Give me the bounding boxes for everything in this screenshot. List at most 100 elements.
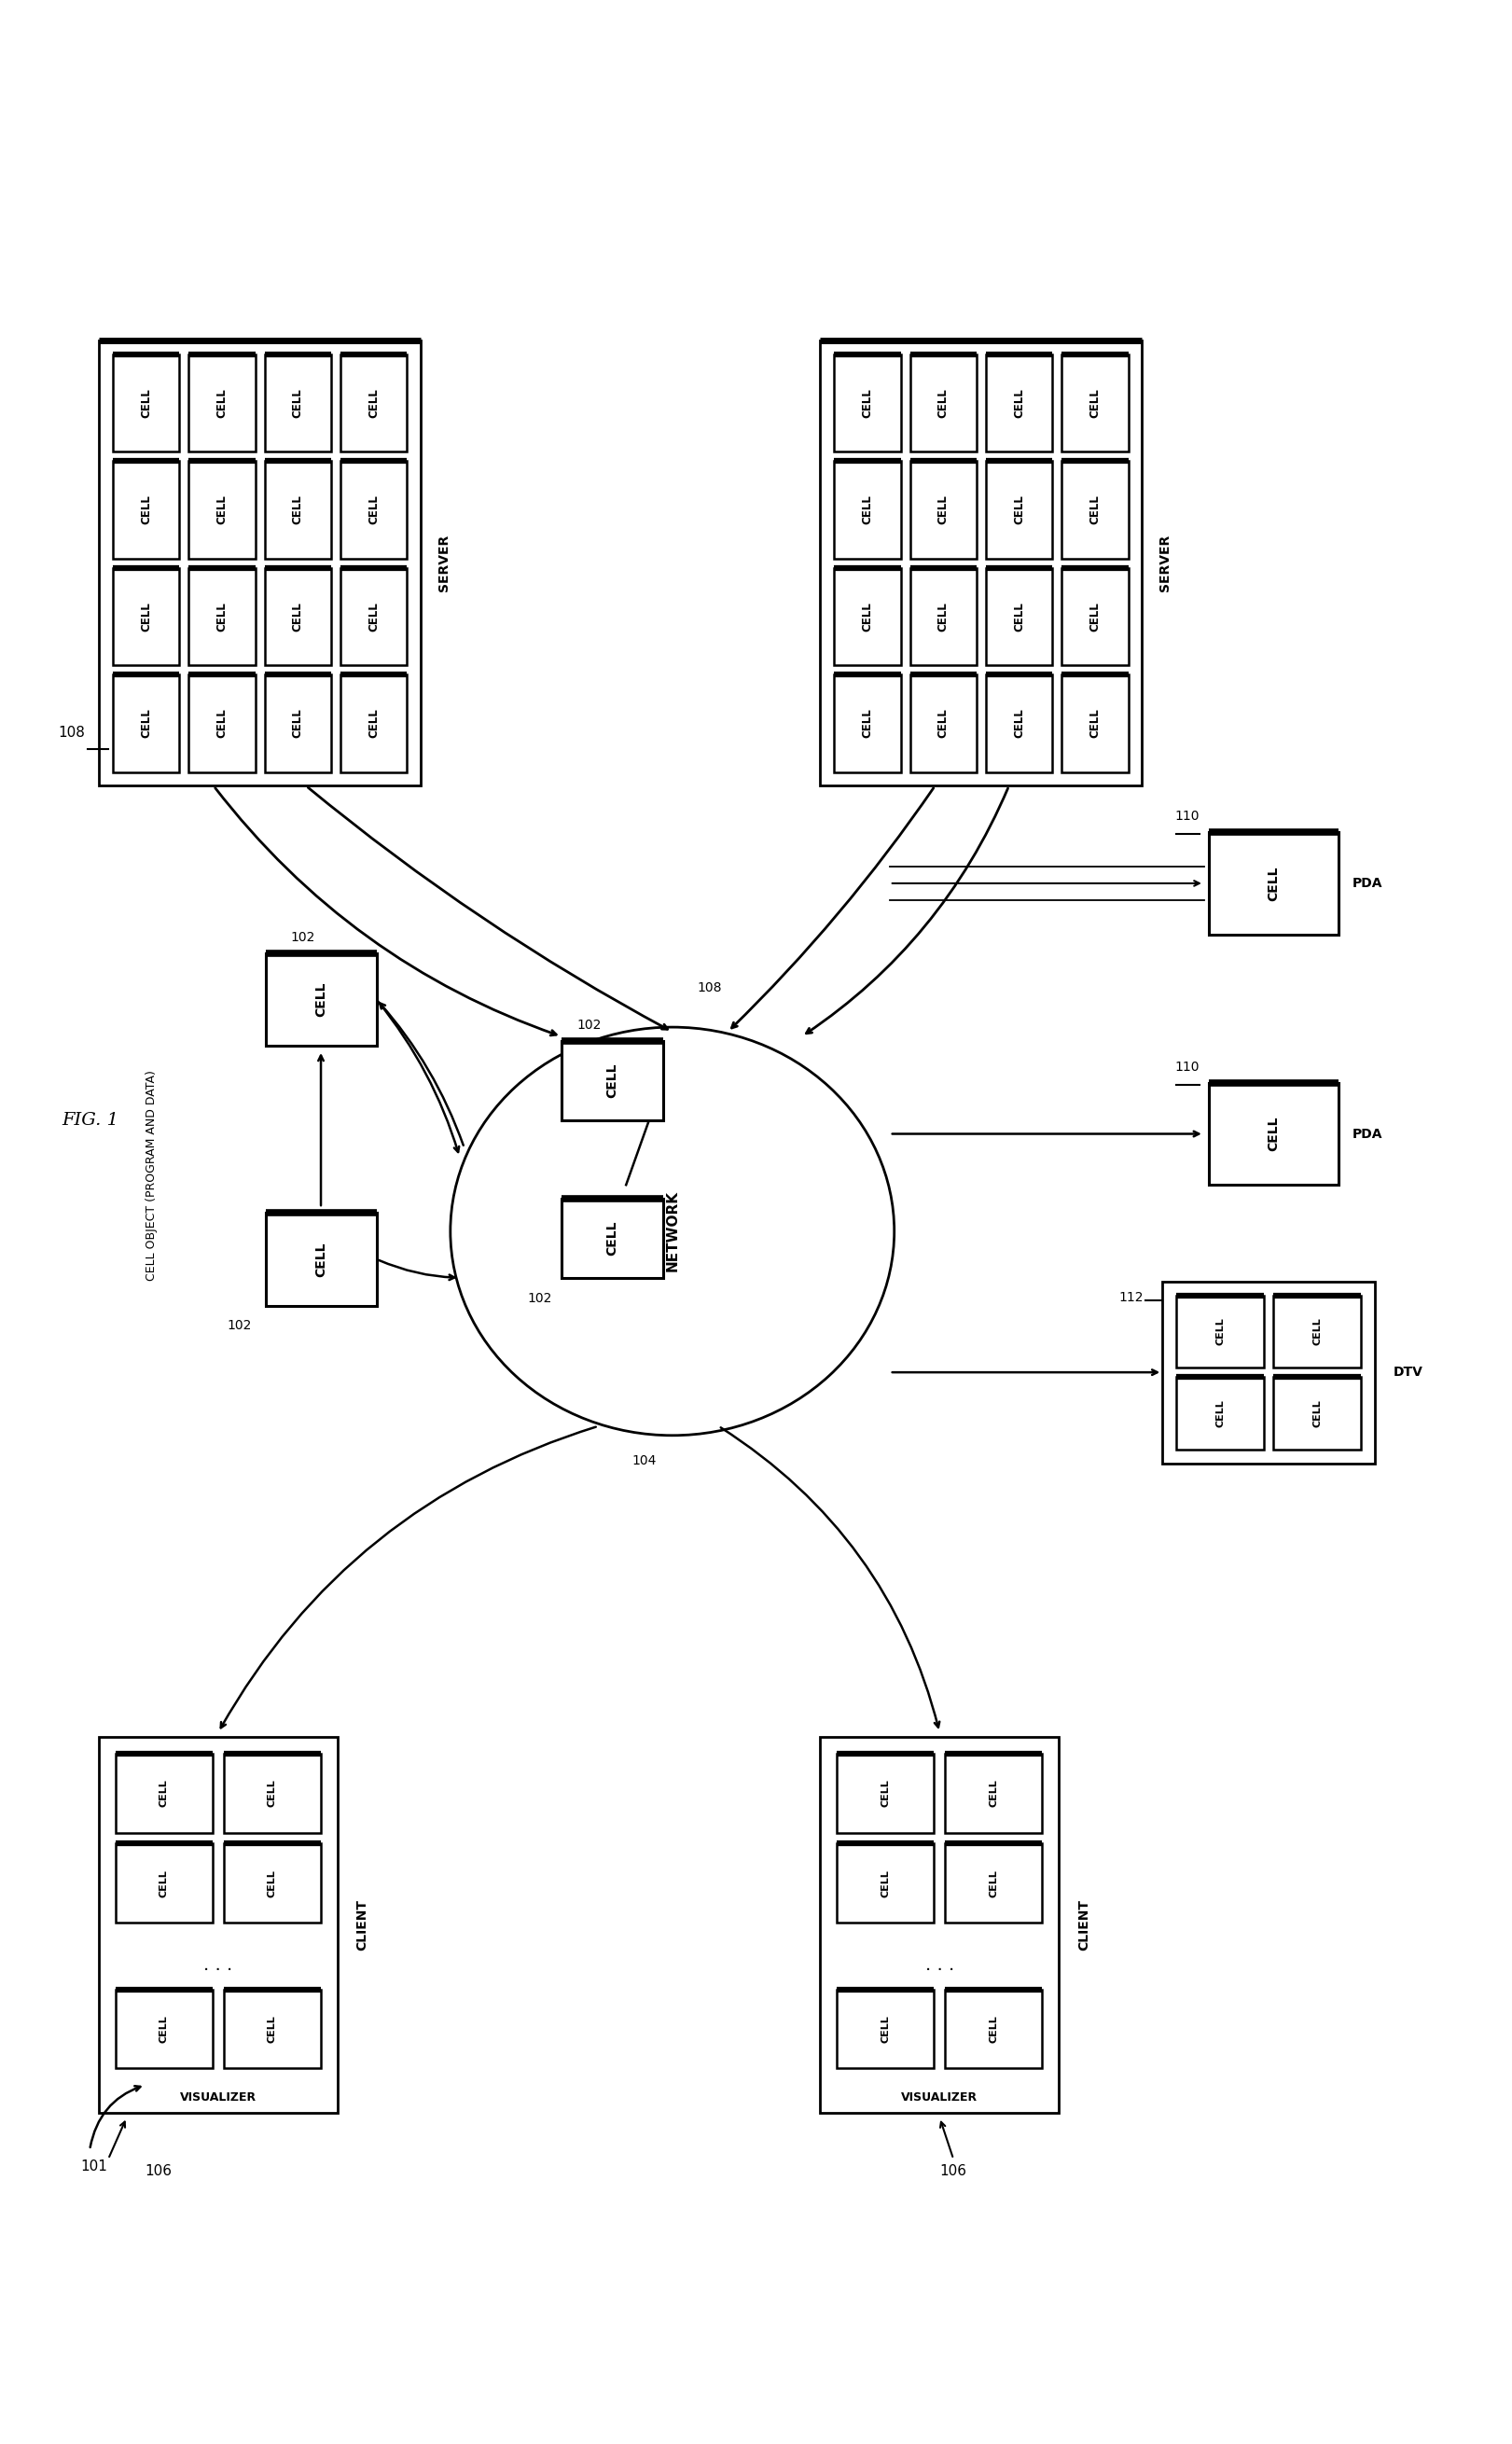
Bar xyxy=(561,1200,664,1278)
Text: CELL: CELL xyxy=(1312,1400,1321,1427)
Text: CELL: CELL xyxy=(141,601,153,631)
Bar xyxy=(986,675,1052,772)
Bar xyxy=(1273,1295,1361,1369)
Text: CELL: CELL xyxy=(937,709,950,738)
Text: 102: 102 xyxy=(290,931,314,943)
Bar xyxy=(1061,675,1128,772)
Text: CELL: CELL xyxy=(989,1870,998,1897)
Text: CELL: CELL xyxy=(937,496,950,525)
Bar xyxy=(115,1843,213,1923)
Text: CELL: CELL xyxy=(314,982,328,1017)
Bar xyxy=(265,675,331,772)
Bar xyxy=(189,462,256,560)
Text: CELL: CELL xyxy=(1267,865,1281,902)
Bar xyxy=(266,953,376,1046)
Text: 101: 101 xyxy=(80,2158,107,2173)
Bar xyxy=(265,462,331,560)
Text: CELL: CELL xyxy=(216,601,228,631)
Bar xyxy=(189,354,256,452)
Text: CELL: CELL xyxy=(1089,601,1101,631)
Text: CELL: CELL xyxy=(862,389,874,418)
Text: CELL: CELL xyxy=(606,1063,618,1097)
Bar xyxy=(115,1755,213,1833)
Bar xyxy=(340,354,407,452)
Text: 102: 102 xyxy=(528,1290,552,1305)
Bar xyxy=(945,1989,1042,2068)
Text: CELL: CELL xyxy=(862,496,874,525)
Bar xyxy=(115,1989,213,2068)
Text: SERVER: SERVER xyxy=(437,535,451,591)
Text: CELL: CELL xyxy=(1216,1400,1225,1427)
Text: CELL: CELL xyxy=(159,2014,169,2043)
Bar xyxy=(910,462,977,560)
Text: CELL: CELL xyxy=(1013,496,1025,525)
Text: CELL: CELL xyxy=(606,1220,618,1256)
Text: 102: 102 xyxy=(576,1019,602,1031)
Text: CELL: CELL xyxy=(292,389,304,418)
Text: CELL: CELL xyxy=(1013,709,1025,738)
Text: CELL: CELL xyxy=(367,709,380,738)
Text: 102: 102 xyxy=(227,1320,251,1332)
Text: CELL: CELL xyxy=(141,496,153,525)
Bar xyxy=(821,340,1142,787)
Text: CELL: CELL xyxy=(1312,1317,1321,1344)
Ellipse shape xyxy=(451,1026,894,1435)
Text: CELL: CELL xyxy=(367,496,380,525)
Text: CELL: CELL xyxy=(1267,1117,1281,1151)
Bar xyxy=(838,1843,934,1923)
Text: 112: 112 xyxy=(1119,1290,1145,1303)
Text: CELL: CELL xyxy=(1013,601,1025,631)
Text: 108: 108 xyxy=(697,982,721,995)
Text: CELL: CELL xyxy=(292,496,304,525)
Text: CELL: CELL xyxy=(881,2014,891,2043)
Bar xyxy=(986,462,1052,560)
Text: CELL: CELL xyxy=(268,2014,277,2043)
Bar xyxy=(945,1843,1042,1923)
Text: CELL: CELL xyxy=(141,389,153,418)
Bar xyxy=(265,354,331,452)
Bar xyxy=(98,340,420,787)
Bar xyxy=(113,354,180,452)
Text: 106: 106 xyxy=(145,2163,172,2178)
Text: CELL: CELL xyxy=(216,389,228,418)
Text: CLIENT: CLIENT xyxy=(1078,1899,1090,1950)
Bar xyxy=(821,1738,1058,2112)
Text: CELL: CELL xyxy=(989,1779,998,1806)
Bar xyxy=(986,354,1052,452)
Bar xyxy=(1176,1295,1264,1369)
Text: CELL: CELL xyxy=(989,2014,998,2043)
Bar xyxy=(1273,1376,1361,1449)
Bar xyxy=(113,567,180,665)
Bar xyxy=(189,567,256,665)
Text: CELL: CELL xyxy=(881,1779,891,1806)
Bar xyxy=(835,567,901,665)
Bar xyxy=(1061,462,1128,560)
Text: CELL: CELL xyxy=(1089,389,1101,418)
Bar xyxy=(945,1755,1042,1833)
Bar xyxy=(1061,354,1128,452)
Bar xyxy=(838,1755,934,1833)
Bar xyxy=(266,1212,376,1305)
Text: DTV: DTV xyxy=(1394,1366,1423,1378)
Text: FIG. 1: FIG. 1 xyxy=(62,1112,119,1129)
Bar xyxy=(224,1755,321,1833)
Bar xyxy=(113,462,180,560)
Bar xyxy=(561,1041,664,1119)
Text: . . .: . . . xyxy=(925,1955,954,1975)
Text: CELL: CELL xyxy=(216,709,228,738)
Bar xyxy=(113,675,180,772)
Bar xyxy=(910,675,977,772)
Text: CELL: CELL xyxy=(937,601,950,631)
Text: PDA: PDA xyxy=(1352,1127,1382,1141)
Bar xyxy=(910,354,977,452)
Text: CELL: CELL xyxy=(268,1779,277,1806)
Text: CELL: CELL xyxy=(292,601,304,631)
Text: CELL: CELL xyxy=(1089,496,1101,525)
Bar xyxy=(340,675,407,772)
Text: 104: 104 xyxy=(632,1454,656,1466)
Text: VISUALIZER: VISUALIZER xyxy=(901,2092,978,2104)
Bar xyxy=(835,675,901,772)
Text: CELL: CELL xyxy=(881,1870,891,1897)
Text: PDA: PDA xyxy=(1352,877,1382,890)
Bar xyxy=(224,1843,321,1923)
